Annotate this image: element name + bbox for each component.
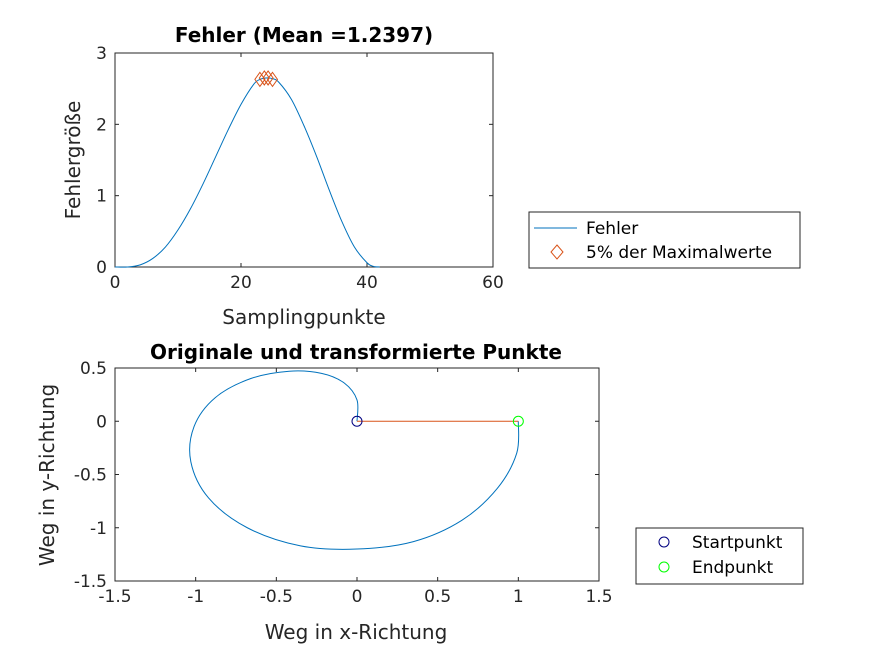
- x-tick-label: -1.5: [98, 587, 131, 607]
- series-0-line: [189, 370, 520, 550]
- x-tick-label: 1: [513, 587, 524, 607]
- x-tick-label: 0.5: [424, 587, 451, 607]
- error-y-axis-label: Fehlergröße: [61, 101, 85, 220]
- error-x-axis-label: Samplingpunkte: [222, 305, 385, 329]
- legend-endpunkt-label: Endpunkt: [692, 558, 773, 578]
- y-tick-label: -0.5: [74, 466, 107, 486]
- points-series: [189, 370, 524, 550]
- 5-der-maximalwerte-diamond-marker: [266, 71, 279, 88]
- startpunkt-circle-marker: [351, 415, 363, 427]
- y-tick-label: 0: [96, 412, 107, 432]
- x-tick-label: 1.5: [585, 587, 612, 607]
- legend-startpunkt-circle-icon: [658, 536, 670, 548]
- points-chart-title: Originale und transformierte Punkte: [150, 340, 562, 364]
- x-tick-label: 60: [482, 273, 504, 293]
- x-tick-label: 40: [356, 273, 378, 293]
- error-chart: 0 20 40 60 0 1 2 3 Fehler (Mean =1.2397) Sampli…: [61, 23, 504, 329]
- y-tick-label: -1: [90, 519, 107, 539]
- y-tick-label: -1.5: [74, 572, 107, 592]
- error-legend: Fehler 5% der Maximalwerte: [528, 211, 801, 269]
- 5-der-maximalwerte-diamond-marker: [262, 70, 274, 86]
- y-tick-label: 2: [96, 115, 107, 135]
- y-tick-label: 0: [96, 258, 107, 278]
- error-chart-title: Fehler (Mean =1.2397): [175, 23, 433, 47]
- legend-endpunkt-circle-icon: [658, 561, 670, 573]
- x-tick-label: -0.5: [260, 587, 293, 607]
- legend-fehler-label: Fehler: [586, 219, 638, 239]
- points-chart: -1.5 -1 -0.5 0 0.5 1 1.5 -1.5 -1 -0.5 0 0.5 Origina…: [35, 340, 613, 644]
- x-tick-label: 0: [110, 273, 121, 293]
- error-legend-box: [528, 211, 801, 269]
- legend-max-diamond-icon: [550, 244, 564, 260]
- endpunkt-circle-marker: [512, 415, 524, 427]
- y-tick-label: 1: [96, 187, 107, 207]
- points-x-axis-label: Weg in x-Richtung: [265, 620, 448, 644]
- error-ticks: 0 20 40 60 0 1 2 3: [96, 44, 504, 293]
- points-ticks: -1.5 -1 -0.5 0 0.5 1 1.5 -1.5 -1 -0.5 0 0.5: [74, 359, 613, 607]
- 5-der-maximalwerte-diamond-marker: [258, 70, 270, 86]
- error-series: [114, 70, 380, 268]
- y-tick-label: 3: [96, 44, 107, 64]
- error-plot-area: [114, 52, 494, 268]
- x-tick-label: 0: [352, 587, 363, 607]
- x-tick-label: -1: [187, 587, 204, 607]
- points-legend: Startpunkt Endpunkt: [635, 527, 804, 585]
- legend-max-label: 5% der Maximalwerte: [586, 243, 772, 263]
- x-tick-label: 20: [230, 273, 252, 293]
- points-y-axis-label: Weg in y-Richtung: [35, 384, 59, 566]
- legend-startpunkt-label: Startpunkt: [692, 533, 783, 553]
- y-tick-label: 0.5: [80, 359, 107, 379]
